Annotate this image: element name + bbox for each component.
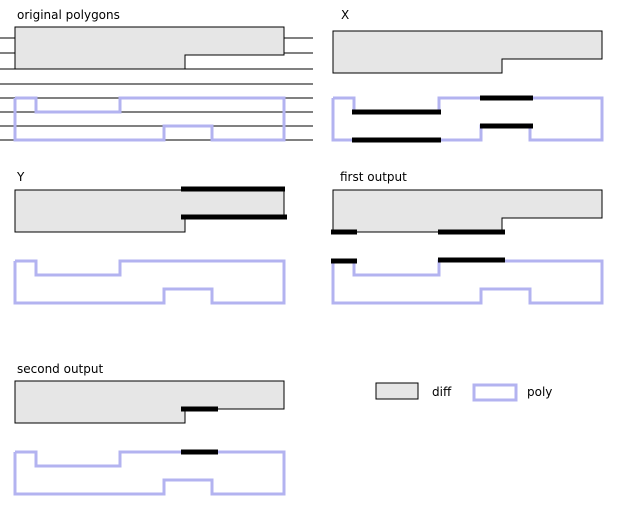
legend-poly-label: poly — [527, 385, 552, 399]
panel-first-output: first output — [331, 170, 604, 305]
diff-polygon — [14, 26, 285, 70]
panel-title-first-output: first output — [340, 170, 407, 184]
poly-outline — [331, 259, 604, 305]
poly-outline — [13, 450, 286, 496]
panel-y: Y — [13, 170, 287, 305]
legend-diff-swatch — [375, 382, 419, 400]
poly-outline — [331, 96, 604, 142]
panel-x: X — [331, 8, 604, 143]
diff-polygon — [332, 30, 603, 74]
panel-second-output: second output — [13, 362, 286, 496]
diff-polygon — [14, 189, 285, 233]
diff-polygon — [332, 189, 603, 233]
poly-outline — [13, 259, 286, 305]
panel-original: original polygons — [0, 8, 313, 142]
panel-title-y: Y — [16, 170, 25, 184]
panel-title-original: original polygons — [17, 8, 120, 22]
legend: diff poly — [375, 382, 552, 402]
legend-diff-label: diff — [432, 385, 452, 399]
panel-title-second-output: second output — [17, 362, 103, 376]
panel-title-x: X — [341, 8, 349, 22]
diff-polygon — [14, 380, 285, 424]
poly-outline — [13, 96, 286, 142]
legend-poly-swatch — [472, 383, 518, 402]
